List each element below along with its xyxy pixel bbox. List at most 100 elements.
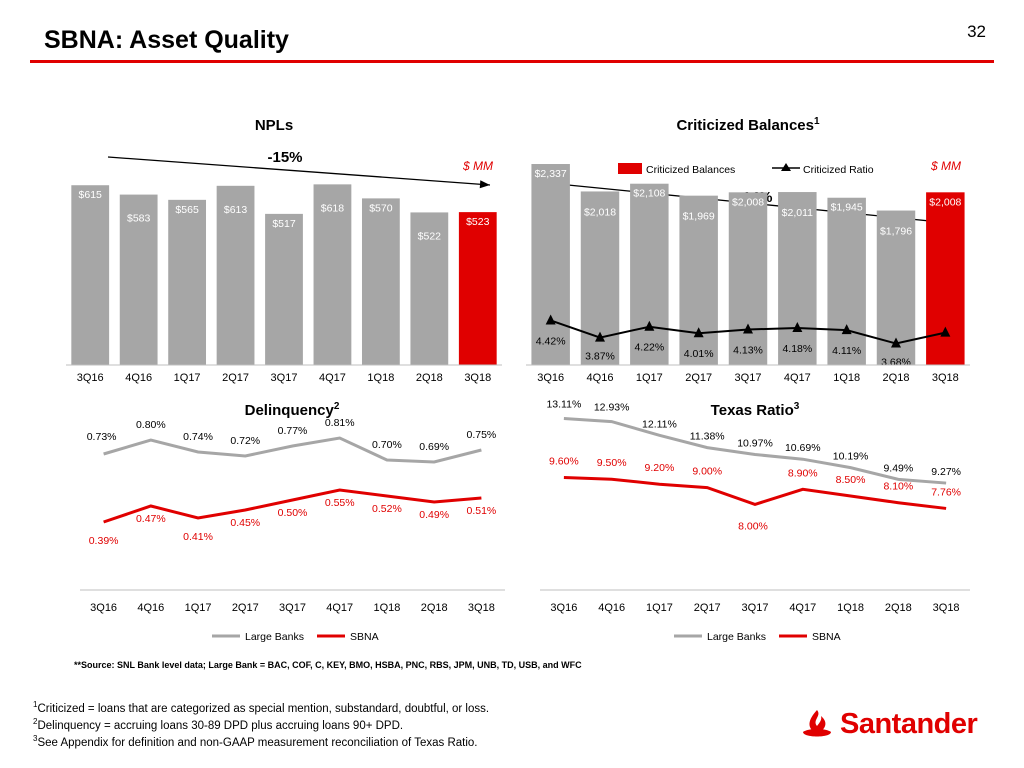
delinquency-sbna-label: 0.50% [278,507,308,519]
legend-label-criticized-balances: Criticized Balances [646,164,735,176]
texas-sbna-label: 9.60% [549,456,579,468]
criticized-bar [630,183,669,365]
criticized-ratio-marker [940,326,951,337]
footnote-3-marker: 3 [33,734,38,743]
npls-x-tick: 4Q16 [125,372,152,384]
npls-data-label: $613 [224,204,248,216]
texas-sbna-label: 8.50% [836,474,866,486]
criticized-ratio-label: 3.68% [881,357,911,369]
npls-x-tick: 3Q17 [271,372,298,384]
npls-x-tick: 4Q17 [319,372,346,384]
criticized-data-label: $2,011 [782,207,813,219]
delinquency-sbna-label: 0.51% [466,505,496,517]
criticized-ratio-label: 4.42% [536,335,566,347]
santander-logo: Santander [800,708,990,742]
npls-trend-arrow-line [107,156,491,186]
texas-large-banks-label: 10.97% [737,438,773,450]
delinquency-x-tick: 3Q18 [468,602,495,614]
npls-x-tick: 2Q17 [222,372,249,384]
delinquency-series-sbna-line [103,488,482,524]
texas-x-tick: 4Q16 [598,602,625,614]
delinquency-sbna-label: 0.55% [325,497,355,509]
criticized-data-label: $2,008 [929,196,961,208]
texas-x-tick: 1Q17 [646,602,673,614]
texas-x-tick: 2Q17 [694,602,721,614]
criticized-data-label: $2,337 [535,168,567,180]
delinquency-large-banks-label: 0.69% [419,441,449,453]
criticized-x-tick: 3Q18 [932,372,959,384]
delinquency-sbna-label: 0.47% [136,513,166,525]
npls-data-label: $570 [369,202,393,214]
delinquency-x-tick: 3Q17 [279,602,306,614]
npls-bar [216,185,255,365]
criticized-x-tick: 1Q18 [833,372,860,384]
texas-x-tick: 1Q18 [837,602,864,614]
npls-bar [168,199,207,365]
criticized-ratio-marker [545,314,556,325]
texas-large-banks-label: 11.38% [690,431,725,443]
delinquency-x-tick: 4Q17 [326,602,353,614]
npls-x-tick: 3Q16 [77,372,104,384]
criticized-ratio-marker [891,337,901,348]
criticized-bar [531,164,570,365]
delinquency-x-tick: 2Q18 [421,602,448,614]
criticized-data-label: $2,008 [732,196,764,208]
npls-data-label: $583 [127,213,151,225]
delinquency-large-banks-label: 0.72% [230,435,260,447]
footnote-2: 2Delinquency = accruing loans 30-89 DPD … [33,717,403,732]
delinquency-legend-label-sbna: SBNA [350,631,379,643]
texas-legend-label-large-banks: Large Banks [707,631,766,643]
texas-x-tick: 2Q18 [885,602,912,614]
criticized-data-label: $1,969 [683,211,715,223]
texas-x-tick: 4Q17 [789,602,816,614]
npls-bar [410,212,449,365]
delinquency-large-banks-label: 0.73% [87,431,117,443]
delinquency-large-banks-label: 0.80% [136,419,166,431]
delinquency-x-tick: 4Q16 [137,602,164,614]
npls-bar [458,212,497,365]
texas-x-tick: 3Q16 [550,602,577,614]
delinquency-series-large-banks-line [103,436,482,464]
criticized-data-label: $1,796 [880,226,912,238]
delinquency-large-banks-label: 0.74% [183,431,213,443]
delinquency-sbna-label: 0.45% [230,517,260,529]
delinquency-sbna-label: 0.49% [419,509,449,521]
delinquency-x-tick: 3Q16 [90,602,117,614]
texas-sbna-label: 8.90% [788,467,818,479]
criticized-x-tick: 4Q16 [587,372,614,384]
npls-trend-label: -15% [267,149,302,166]
delinquency-legend-label-large-banks: Large Banks [245,631,304,643]
texas-legend-label-sbna: SBNA [812,631,841,643]
delinquency-large-banks-label: 0.77% [278,425,308,437]
texas-sbna-label: 9.50% [597,457,627,469]
texas-x-tick: 3Q18 [933,602,960,614]
criticized-ratio-marker [841,324,852,335]
texas-sbna-label: 7.76% [931,486,961,498]
criticized-ratio-label: 4.01% [684,348,714,360]
criticized-x-tick: 3Q16 [537,372,564,384]
delinquency-large-banks-label: 0.75% [466,429,496,441]
texas-series-sbna-line [563,476,947,510]
npls-data-label: $523 [466,216,490,228]
criticized-x-tick: 2Q18 [883,372,910,384]
npls-data-label: $565 [175,204,199,216]
texas-series-large-banks-line [563,417,947,485]
criticized-bar [778,192,817,365]
criticized-ratio-marker [644,320,655,331]
npls-unit-note: $ MM [462,159,493,173]
npls-bar [119,194,158,365]
texas-sbna-label: 9.20% [645,462,675,474]
criticized-data-label: $1,945 [831,202,863,214]
criticized-unit-note: $ MM [930,159,961,173]
npls-data-label: $618 [321,202,345,214]
texas-large-banks-label: 9.27% [931,466,961,478]
footnote-3: 3See Appendix for definition and non-GAA… [33,734,478,749]
delinquency-title: Delinquency2 [245,401,340,419]
footnote-1-marker: 1 [33,700,38,709]
criticized-ratio-label: 4.22% [634,342,664,354]
npls-bar [361,198,400,365]
criticized-bar [827,197,866,365]
legend-marker-criticized-ratio [781,163,791,171]
